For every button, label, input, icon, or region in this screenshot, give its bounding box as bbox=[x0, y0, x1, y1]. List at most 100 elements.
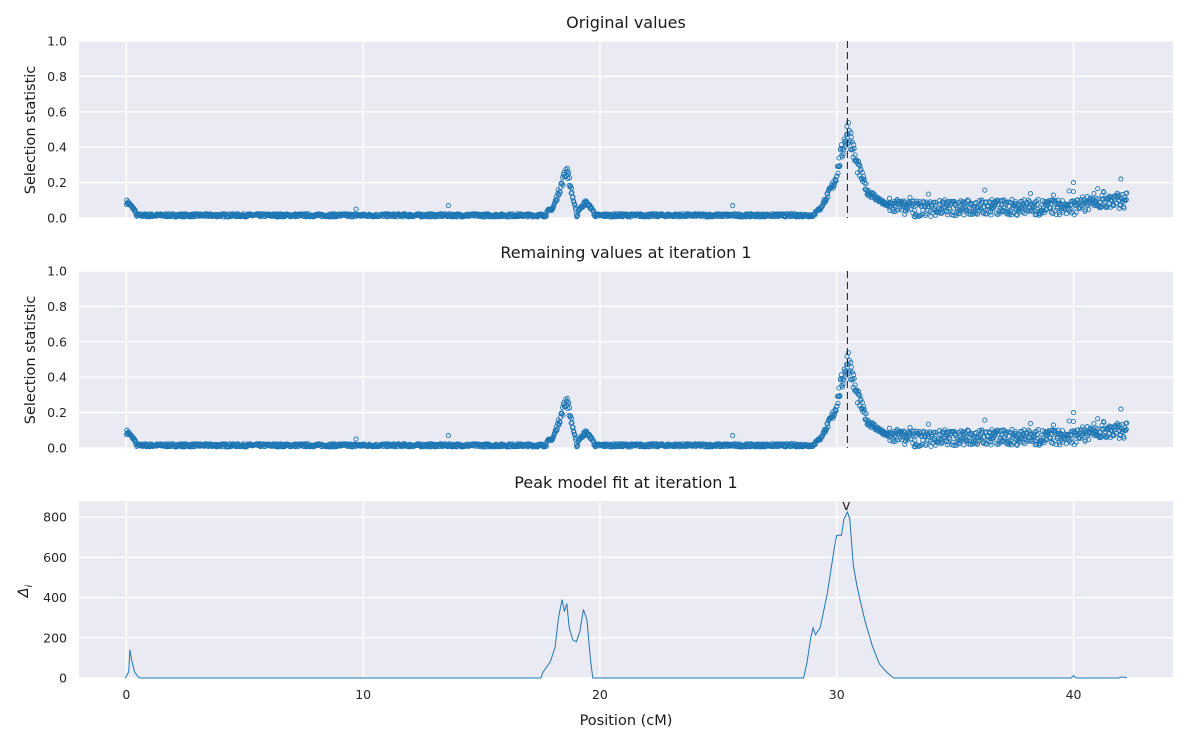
y-tick-label: 0.8 bbox=[47, 69, 67, 84]
x-tick-label: 0 bbox=[122, 687, 130, 702]
data-point bbox=[1017, 439, 1023, 445]
data-point bbox=[863, 411, 869, 417]
data-point bbox=[835, 400, 841, 406]
data-point bbox=[907, 424, 913, 431]
data-point bbox=[845, 350, 852, 356]
data-point bbox=[947, 206, 953, 212]
data-point bbox=[861, 176, 867, 183]
data-point bbox=[560, 182, 566, 188]
panel-title: Peak model fit at iteration 1 bbox=[514, 473, 737, 492]
y-tick-labels: 0.0 0.2 0.4 0.6 0.8 1.0 bbox=[47, 264, 67, 456]
data-point bbox=[896, 198, 902, 204]
data-point bbox=[855, 158, 862, 164]
y-tick-label: 0.2 bbox=[47, 175, 67, 190]
data-point bbox=[939, 210, 945, 216]
data-point bbox=[852, 152, 858, 158]
data-point bbox=[839, 154, 845, 160]
data-point bbox=[896, 428, 902, 434]
data-point bbox=[824, 191, 831, 197]
y-axis-label: Δi bbox=[16, 584, 35, 598]
data-point bbox=[982, 187, 988, 193]
data-point bbox=[926, 434, 932, 440]
y-tick-label: 1.0 bbox=[47, 264, 67, 279]
data-point bbox=[1055, 434, 1061, 440]
data-point bbox=[830, 185, 836, 191]
data-point bbox=[851, 146, 857, 152]
data-point bbox=[905, 437, 911, 443]
data-point bbox=[1073, 209, 1079, 215]
data-point bbox=[1030, 434, 1036, 440]
data-point bbox=[1027, 199, 1033, 205]
data-point bbox=[1021, 427, 1027, 433]
data-point bbox=[1078, 427, 1084, 433]
data-point bbox=[554, 426, 560, 432]
data-point bbox=[1052, 428, 1058, 434]
data-point bbox=[1104, 433, 1110, 439]
y-tick-label: 800 bbox=[43, 510, 67, 525]
plot-area bbox=[79, 41, 1173, 218]
data-point bbox=[890, 208, 896, 214]
data-point bbox=[1052, 198, 1058, 204]
data-point bbox=[568, 413, 574, 419]
data-point bbox=[886, 425, 893, 431]
data-point bbox=[554, 196, 560, 202]
data-point bbox=[1122, 428, 1128, 434]
data-point bbox=[849, 139, 855, 145]
data-point bbox=[836, 155, 842, 161]
data-point bbox=[1005, 199, 1011, 205]
data-point bbox=[1027, 429, 1033, 435]
y-tick-label: 400 bbox=[43, 590, 67, 605]
data-point bbox=[1106, 193, 1112, 199]
data-point bbox=[961, 442, 967, 448]
data-point bbox=[1095, 416, 1101, 422]
data-point bbox=[932, 429, 938, 435]
data-point bbox=[1103, 196, 1109, 202]
data-point bbox=[1118, 406, 1124, 412]
data-point bbox=[837, 163, 843, 169]
plot-area bbox=[79, 501, 1173, 678]
data-point bbox=[863, 181, 869, 187]
data-point bbox=[570, 424, 576, 430]
data-point bbox=[445, 203, 451, 209]
data-point bbox=[1050, 440, 1056, 447]
data-point bbox=[918, 442, 924, 448]
y-tick-label: 0.4 bbox=[47, 370, 67, 385]
data-point bbox=[557, 189, 563, 195]
x-tick-labels: 0 10 20 30 40 bbox=[122, 687, 1081, 702]
data-point bbox=[1069, 206, 1075, 212]
data-point bbox=[566, 169, 572, 175]
data-point bbox=[572, 202, 578, 208]
data-point bbox=[566, 399, 572, 405]
x-tick-label: 20 bbox=[592, 687, 608, 702]
y-tick-label: 0.6 bbox=[47, 334, 67, 349]
data-point bbox=[1027, 190, 1034, 197]
data-point bbox=[568, 183, 574, 189]
data-point bbox=[1057, 212, 1063, 218]
data-point bbox=[979, 197, 985, 203]
data-point bbox=[918, 212, 924, 218]
data-point bbox=[856, 392, 862, 398]
data-point bbox=[982, 417, 988, 423]
data-point bbox=[848, 134, 854, 140]
data-point bbox=[1104, 203, 1110, 209]
data-point bbox=[1108, 427, 1114, 433]
data-point bbox=[1013, 442, 1019, 448]
y-tick-label: 0.8 bbox=[47, 299, 67, 314]
data-point bbox=[1078, 197, 1084, 203]
data-point bbox=[848, 364, 854, 370]
data-point bbox=[445, 433, 451, 439]
data-point bbox=[1017, 209, 1023, 215]
y-tick-label: 0.0 bbox=[47, 211, 67, 226]
data-point bbox=[851, 376, 857, 382]
panel-original-values: 0.0 0.2 0.4 0.6 0.8 1.0 Original values Selec… bbox=[23, 13, 1173, 226]
data-point bbox=[1039, 428, 1046, 434]
y-tick-label: 200 bbox=[43, 630, 67, 645]
panel-remaining-values: 0.0 0.2 0.4 0.6 0.8 1.0 Remaining values at i… bbox=[23, 243, 1173, 456]
data-point bbox=[1070, 180, 1077, 186]
data-point bbox=[1034, 201, 1040, 207]
peak-fit-line bbox=[124, 510, 1128, 679]
panel-title: Remaining values at iteration 1 bbox=[500, 243, 751, 262]
data-point bbox=[830, 415, 836, 421]
data-point bbox=[1103, 426, 1109, 432]
data-point bbox=[849, 369, 855, 375]
